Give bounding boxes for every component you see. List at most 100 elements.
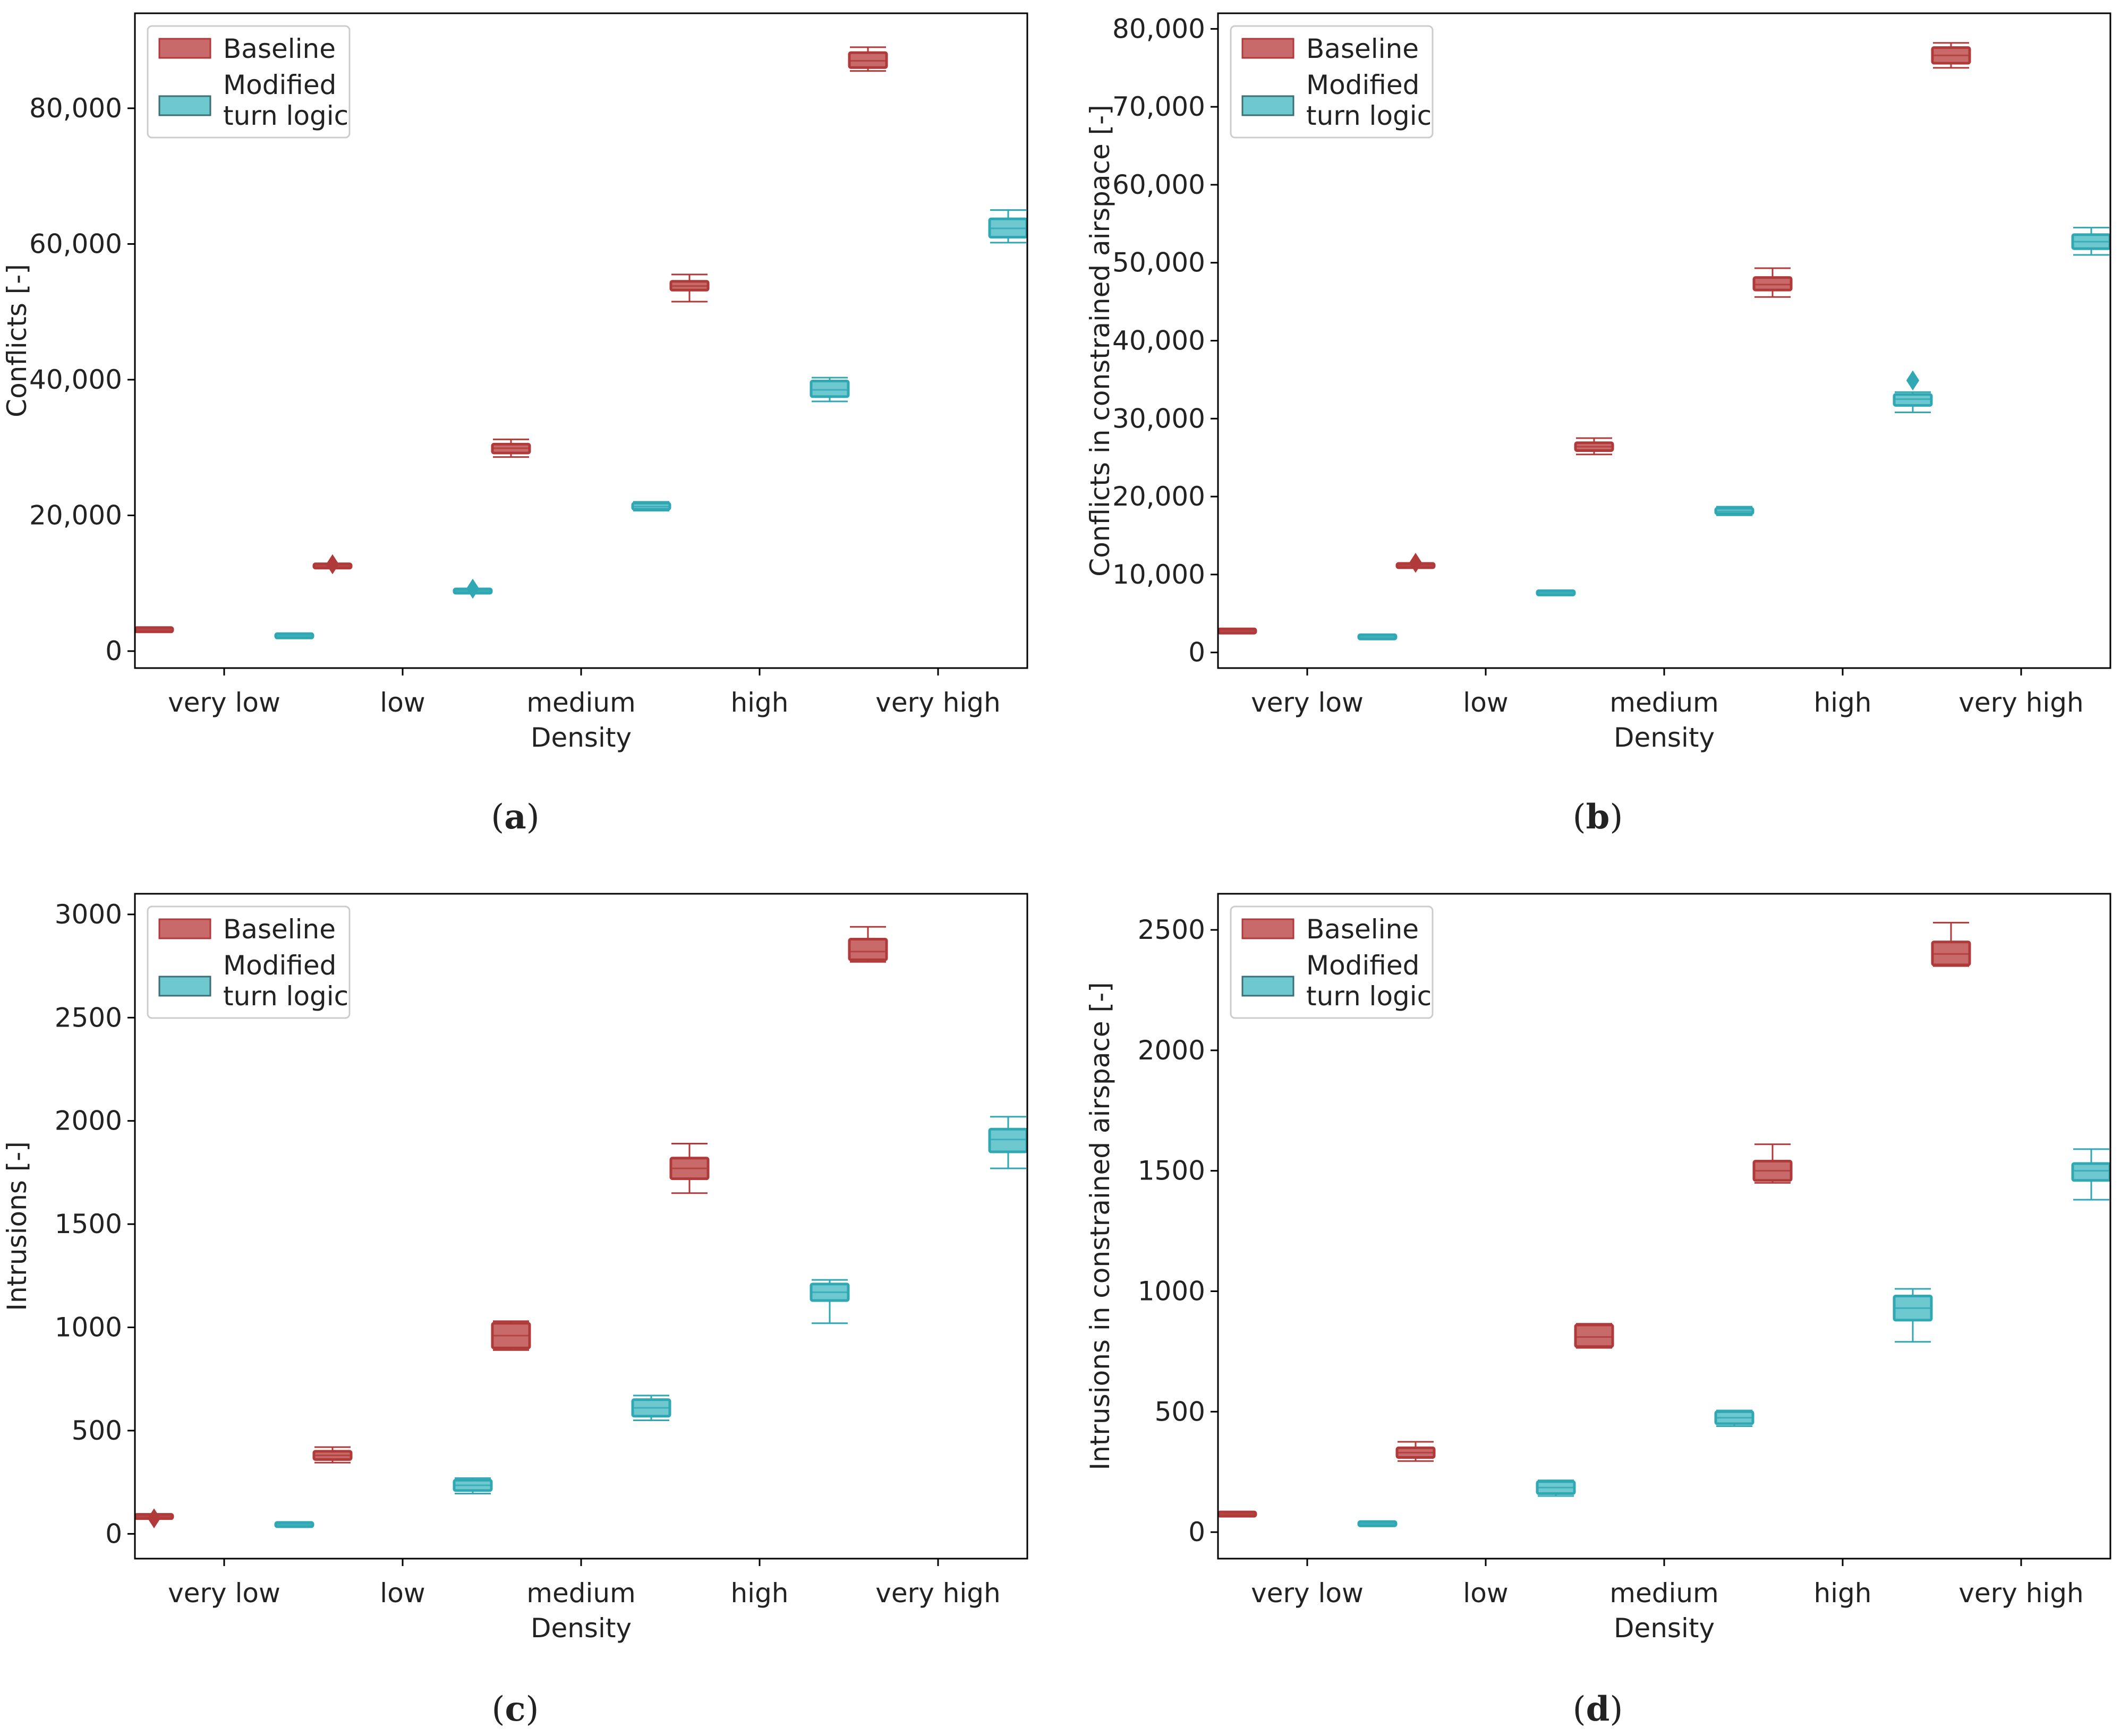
legend-label-baseline: Baseline (1306, 33, 1419, 64)
y-tick-label: 70,000 (1112, 91, 1205, 122)
y-tick-label: 60,000 (29, 228, 122, 259)
caption-letter: d (1586, 1689, 1610, 1729)
axes-frame (134, 893, 1028, 1560)
axes-frame (134, 12, 1028, 669)
box-baseline-4 (848, 46, 888, 72)
box-baseline-1 (1395, 1441, 1436, 1462)
x-tick-label: medium (526, 1578, 636, 1609)
box-modified-4 (2071, 1148, 2111, 1201)
legend-label-line: Modified (223, 70, 336, 100)
y-axis-label: Intrusions in constrained airspace [-] (1085, 982, 1115, 1470)
x-tick-label: very high (875, 687, 1000, 718)
legend-label-modified: Modified turn logic (223, 950, 348, 1012)
x-tick-label: medium (1609, 1578, 1719, 1609)
box-iqr (1574, 1323, 1614, 1348)
box-baseline-1 (312, 1446, 353, 1464)
x-tick-label: very high (1958, 1578, 2083, 1609)
x-tick-label: very low (168, 1578, 280, 1609)
axes-frame (1217, 893, 2111, 1560)
x-tick-label: high (730, 687, 788, 718)
legend-label-line: Modified (1306, 950, 1419, 981)
legend-label-line: turn logic (1306, 100, 1432, 131)
x-tick-label: high (730, 1578, 788, 1609)
x-tick-label: very high (875, 1578, 1000, 1609)
y-axis-label: Conflicts [-] (2, 264, 32, 417)
box-modified-1 (1536, 1480, 1576, 1497)
legend-label-modified: Modified turn logic (1306, 950, 1432, 1012)
legend-label-baseline: Baseline (223, 33, 336, 64)
box-modified-4 (988, 209, 1028, 244)
y-tick-label: 0 (105, 636, 122, 666)
box-modified-1 (453, 1477, 493, 1495)
box-modified-2 (631, 501, 671, 512)
caption-paren: ) (526, 798, 540, 837)
legend-label-baseline: Baseline (1306, 914, 1419, 945)
chart-panel-b: 0 10,000 20,000 30,000 40,000 50,000 60,000 70,… (1085, 12, 2111, 837)
x-axis-label: Density (531, 722, 632, 753)
legend-label-modified: Modified turn logic (223, 70, 348, 131)
x-tick-label: high (1813, 1578, 1871, 1609)
outlier-marker (147, 1508, 161, 1529)
box-baseline-2 (1574, 437, 1614, 456)
y-tick-label: 2500 (55, 1002, 122, 1033)
box-modified-3 (810, 377, 850, 403)
x-tick-label: very low (1251, 1578, 1364, 1609)
box-baseline-4 (1931, 921, 1971, 967)
y-tick-label: 500 (1155, 1396, 1205, 1427)
legend-label-line: turn logic (223, 981, 348, 1012)
box-baseline-0 (134, 626, 174, 634)
box-baseline-3 (1752, 267, 1793, 298)
caption-paren: ( (1573, 798, 1586, 837)
x-tick-label: low (380, 1578, 425, 1609)
x-tick-label: low (1463, 1578, 1508, 1609)
legend-label-line: Modified (223, 950, 336, 981)
box-baseline-1 (312, 554, 353, 575)
y-tick-label: 0 (1188, 1517, 1205, 1547)
box-modified-4 (988, 1116, 1028, 1169)
box-baseline-2 (1574, 1323, 1614, 1349)
outlier-marker (1409, 552, 1422, 573)
box-baseline-2 (491, 1320, 531, 1351)
y-axis-label: Conflicts in constrained airspace [-] (1085, 105, 1115, 576)
x-tick-label: medium (1609, 687, 1719, 718)
box-baseline-0 (1217, 627, 1257, 635)
x-tick-label: medium (526, 687, 636, 718)
box-baseline-3 (669, 273, 710, 303)
box-baseline-0 (134, 1508, 174, 1529)
caption-paren: ( (1573, 1690, 1586, 1729)
box-baseline-0 (1217, 1510, 1257, 1518)
panel-caption: (c) (492, 1689, 539, 1729)
box-baseline-3 (1752, 1143, 1793, 1184)
box-modified-2 (1714, 1409, 1754, 1427)
x-tick-label: very high (1958, 687, 2083, 718)
y-tick-label: 20,000 (1112, 481, 1205, 512)
y-tick-label: 10,000 (1112, 559, 1205, 590)
legend: Baseline Modified turn logic (1230, 905, 1434, 1019)
legend-label-baseline: Baseline (223, 914, 336, 945)
legend-swatch-modified (158, 976, 211, 997)
box-baseline-3 (669, 1142, 710, 1194)
x-axis-label: Density (1614, 1613, 1715, 1644)
box-baseline-4 (1931, 42, 1971, 69)
y-tick-label: 20,000 (29, 500, 122, 531)
box-modified-2 (1714, 506, 1754, 516)
caption-paren: ) (525, 1690, 539, 1729)
legend-swatch-baseline (1241, 918, 1294, 939)
y-tick-label: 1500 (1138, 1156, 1205, 1186)
box-baseline-2 (491, 438, 531, 458)
legend-swatch-modified (158, 95, 211, 116)
legend: Baseline Modified turn logic (1230, 25, 1434, 139)
box-baseline-4 (848, 926, 888, 963)
box-iqr (848, 938, 888, 961)
box-modified-3 (810, 1279, 850, 1324)
legend-label-line: turn logic (1306, 981, 1432, 1012)
box-iqr (810, 380, 850, 398)
outlier-marker (326, 554, 339, 575)
chart-panel-d: 0 500 1000 1500 2000 2500 very low low medium hig… (1085, 893, 2111, 1729)
caption-paren: ( (492, 1690, 505, 1729)
y-tick-label: 500 (72, 1415, 122, 1446)
chart-panel-a: 0 20,000 40,000 60,000 80,000 very low low medi… (2, 12, 1028, 837)
legend: Baseline Modified turn logic (147, 25, 351, 139)
legend-swatch-baseline (1241, 38, 1294, 59)
